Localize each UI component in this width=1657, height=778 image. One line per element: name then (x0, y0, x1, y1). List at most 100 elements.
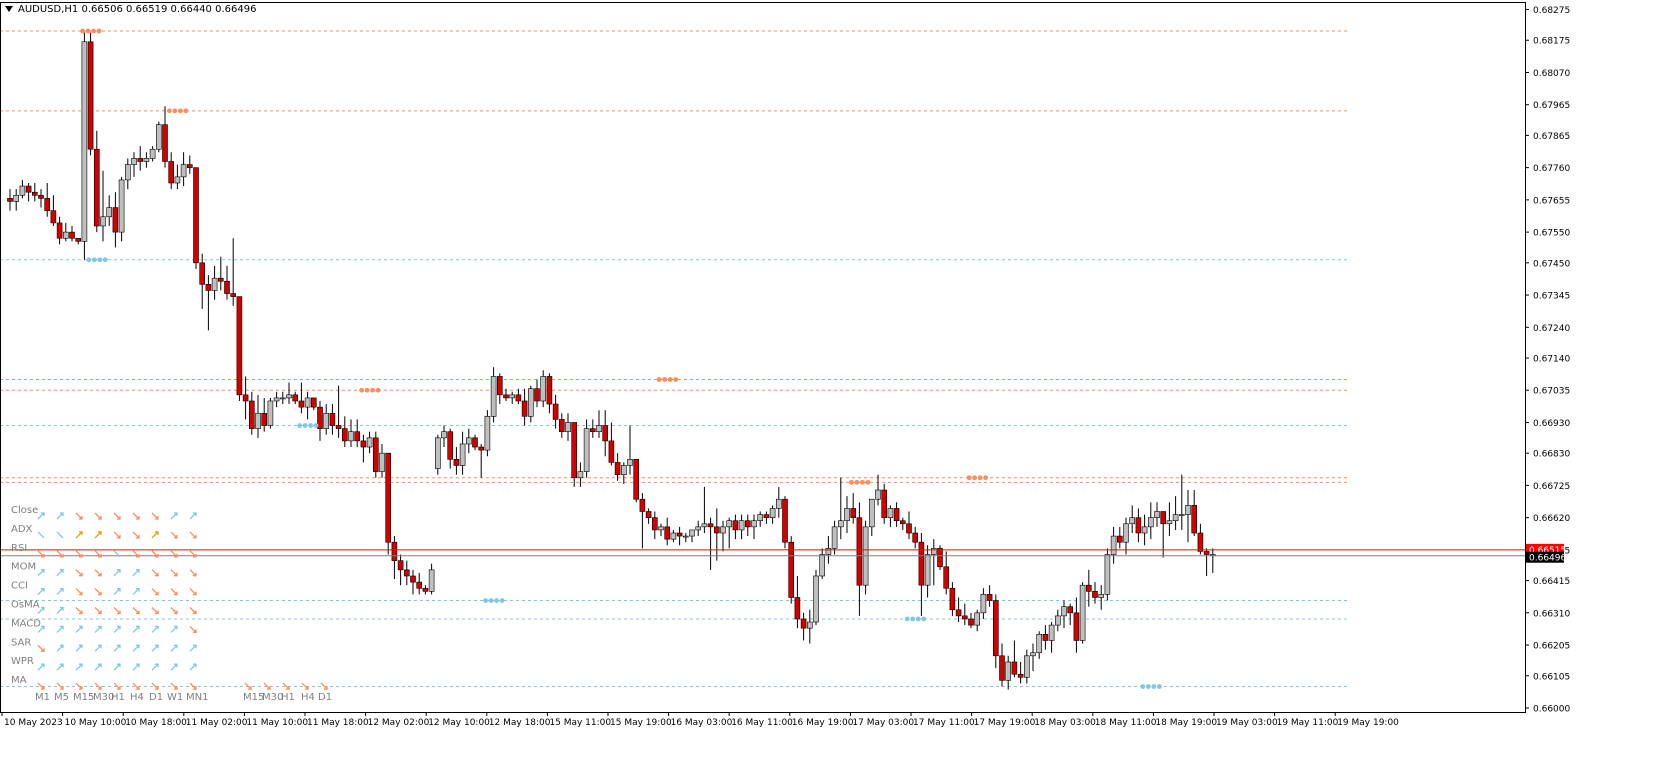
timeframe-label: MN1 (186, 692, 208, 703)
signal-arrow-icon (151, 644, 159, 652)
bear-candle (56, 222, 63, 239)
bull-candle (273, 397, 280, 402)
signal-arrow-icon (113, 644, 121, 652)
signal-arrow-icon (37, 606, 45, 614)
bull-candle (769, 508, 776, 518)
bull-candle (831, 526, 838, 549)
signal-arrow-icon (56, 512, 64, 520)
axes: 0.68275 0.68175 0.68070 0.67965 0.67865 0.677… (0, 2, 1570, 728)
signal-arrow-icon (151, 607, 159, 615)
candles (7, 32, 1216, 690)
resistance-dot (80, 28, 85, 34)
signal-panel: Close ADX RSI MOM CCI OsMA MACD SAR WPR MA M1 M5 M15… (11, 505, 332, 703)
bear-candle (7, 198, 13, 202)
signal-arrow-icon (132, 550, 140, 558)
bull-candle (1129, 517, 1135, 525)
price-tick-label: 0.67450 (1533, 259, 1570, 269)
time-tick-label: 12 May 18:00 (489, 718, 551, 728)
ohlc-label: 0.66506 0.66519 0.66440 0.66496 (81, 4, 257, 15)
support-dot (86, 257, 92, 263)
bear-candle (503, 394, 509, 399)
bear-candle (1117, 535, 1123, 543)
bear-candle (187, 164, 193, 168)
signal-arrow-icon (113, 625, 121, 633)
bear-candle (416, 581, 423, 589)
support-dot (915, 616, 921, 622)
signal-arrow-icon (37, 682, 45, 690)
signal-arrow-icon (75, 531, 83, 539)
bear-candle (546, 376, 553, 405)
timeframe-label: D1 (149, 692, 163, 703)
bull-candle (726, 520, 733, 528)
bear-candle (1191, 505, 1197, 534)
support-dot (921, 616, 927, 622)
timeframe-label: M5 (54, 692, 69, 703)
signal-arrow-icon (94, 644, 102, 652)
bear-candle (602, 425, 609, 442)
bull-candle (868, 498, 875, 528)
bull-candle (1055, 615, 1061, 626)
bear-candle (552, 403, 559, 420)
signal-arrow-icon (113, 531, 121, 539)
bull-candle (627, 459, 633, 466)
support-dot (1151, 684, 1157, 689)
signal-arrow-icon (151, 569, 159, 577)
signal-arrow-icon (37, 663, 45, 671)
bear-candle (422, 587, 429, 592)
bull-candle (156, 124, 162, 150)
signal-arrow-icon (94, 663, 102, 671)
signal-arrow-icon (113, 663, 121, 671)
bear-candle (31, 191, 38, 196)
signal-arrow-icon (151, 512, 159, 520)
bear-candle (558, 419, 565, 432)
bear-candle (1160, 511, 1166, 525)
price-tick-label: 0.67865 (1533, 132, 1570, 142)
signal-arrow-icon (37, 587, 45, 596)
bear-candle (1086, 584, 1092, 592)
bull-candle (465, 437, 472, 445)
signal-arrow-icon (244, 682, 252, 690)
signal-arrow-icon (132, 512, 140, 520)
bear-candle (341, 428, 348, 442)
signal-row-label: OsMA (11, 600, 40, 611)
bear-candle (447, 431, 454, 460)
timeframe-label: H1 (281, 692, 295, 703)
signal-arrow-icon (94, 625, 102, 633)
bull-candle (255, 412, 261, 429)
bear-candle (44, 198, 51, 211)
bull-candle (149, 148, 156, 159)
signal-arrow-icon (320, 682, 328, 690)
resistance-dot (370, 387, 375, 393)
resistance-dot (178, 108, 183, 114)
signal-arrow-icon (56, 663, 64, 671)
bear-candle (1017, 673, 1024, 678)
bear-candle (608, 440, 615, 463)
price-lines (0, 549, 1525, 557)
bear-candle (800, 618, 807, 629)
bear-candle (899, 520, 906, 525)
bear-candle (968, 618, 974, 626)
signal-arrow-icon (189, 625, 197, 634)
bear-candle (856, 517, 863, 586)
signal-row-label: CCI (11, 581, 28, 592)
resistance-dot (656, 377, 662, 382)
signal-arrow-icon (56, 550, 64, 558)
signal-arrow-icon (170, 625, 178, 633)
resistance-dot (667, 377, 673, 382)
signal-arrow-icon (189, 607, 197, 615)
bull-candle (924, 554, 931, 586)
bear-candle (453, 459, 460, 466)
bear-candle (881, 489, 888, 518)
support-dot (904, 616, 910, 622)
menu-down-icon[interactable] (5, 6, 13, 12)
signal-arrow-icon (189, 663, 197, 671)
resistance-dot (972, 475, 978, 481)
timeframe-label: M1 (35, 692, 50, 703)
signal-arrow-icon (170, 607, 178, 615)
price-tick-label: 0.68175 (1533, 37, 1570, 47)
bull-candle (441, 431, 447, 439)
bull-candle (1185, 505, 1191, 515)
signal-arrow-icon (56, 682, 64, 690)
